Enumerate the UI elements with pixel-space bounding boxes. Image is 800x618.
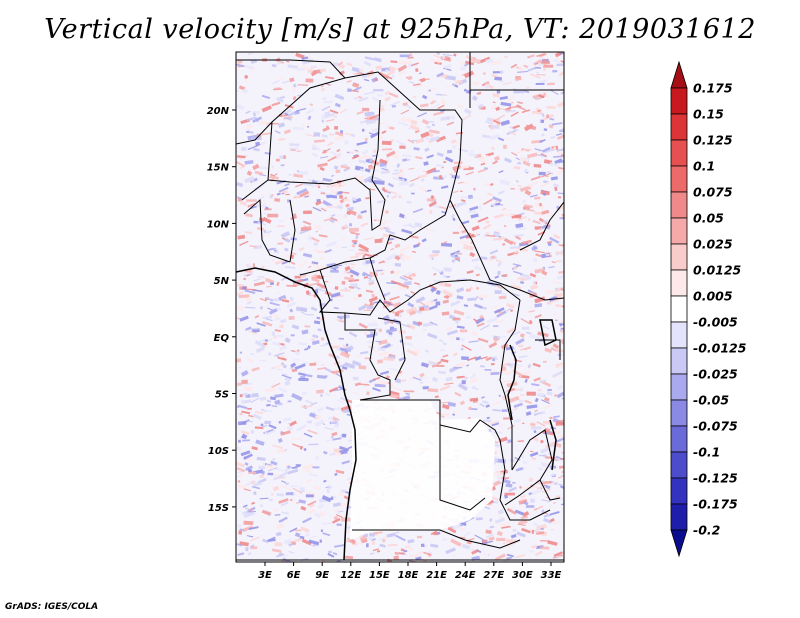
colorbar-swatch: [670, 165, 688, 193]
colorbar-label: -0.0125: [693, 341, 747, 356]
colorbar-swatch: [670, 243, 688, 271]
colorbar-swatch: [670, 347, 688, 375]
map-frame: [235, 51, 565, 563]
border-line: [449, 199, 564, 301]
lon-tick-label: 3E: [258, 570, 272, 581]
border-line: [352, 529, 521, 549]
border-line: [519, 201, 564, 251]
colorbar-label: -0.175: [693, 497, 738, 512]
colorbar-swatch: [670, 503, 688, 531]
border-line: [344, 313, 391, 401]
lat-tick-label: 20N: [207, 106, 230, 117]
chart-title: Vertical velocity [m/s] at 925hPa, VT: 2…: [44, 14, 756, 45]
colorbar-swatch: [670, 321, 688, 349]
colorbar-swatch: [670, 60, 688, 89]
lon-tick-label: 15E: [369, 570, 390, 581]
border-line: [439, 425, 486, 511]
lon-tick-label: 6E: [287, 570, 301, 581]
border-line: [499, 439, 551, 521]
border-line: [299, 199, 451, 276]
colorbar-swatch: [670, 191, 688, 219]
lat-tick-label: 15N: [207, 163, 230, 174]
lon-tick-label: 33E: [541, 570, 562, 581]
lon-tick-label: 24E: [455, 570, 476, 581]
colorbar-swatch: [670, 451, 688, 479]
colorbar-swatch: [670, 217, 688, 245]
colorbar-label: -0.025: [693, 367, 738, 382]
footer-credit: GrADS: IGES/COLA: [5, 602, 99, 612]
lat-tick-label: EQ: [214, 333, 230, 344]
lat-tick-label: 10N: [207, 219, 230, 230]
colorbar-label: -0.075: [693, 419, 738, 434]
colorbar-swatch: [670, 425, 688, 453]
longitude-axis: 3E 6E 9E 12E 15E 18E 21E 24E 27E 30E 33E: [258, 562, 562, 581]
lat-tick-label: 15S: [208, 503, 229, 514]
colorbar-swatch: [670, 373, 688, 401]
colorbar-swatch: [670, 87, 688, 115]
colorbar-label: -0.125: [693, 471, 738, 486]
lake-line: [549, 419, 557, 471]
colorbar-swatch: [670, 399, 688, 427]
lon-tick-label: 21E: [426, 570, 447, 581]
colorbar-label: 0.1: [693, 159, 715, 174]
lon-tick-label: 9E: [315, 570, 329, 581]
colorbar-label: -0.005: [693, 315, 738, 330]
border-line: [243, 198, 291, 263]
colorbar-label: 0.05: [693, 211, 724, 226]
colorbar: 0.175 0.15 0.125 0.1 0.075 0.05 0.025 0.0125 0.0…: [670, 60, 747, 558]
lon-tick-label: 12E: [340, 570, 361, 581]
colorbar-label: 0.075: [693, 185, 733, 200]
colorbar-label: -0.1: [693, 445, 720, 460]
colorbar-label: 0.15: [693, 107, 724, 122]
lon-tick-label: 18E: [398, 570, 419, 581]
low-signal-region: [350, 400, 495, 540]
border-line: [267, 99, 386, 231]
border-line: [360, 399, 501, 441]
lake-line: [507, 344, 517, 421]
lon-tick-label: 30E: [512, 570, 533, 581]
border-line: [289, 199, 296, 263]
border-line: [369, 257, 386, 301]
latitude-axis: 20N 15N 10N 5N EQ 5S 10S 15S: [207, 106, 236, 514]
coast-line: [236, 267, 357, 561]
border-line: [504, 429, 553, 506]
lat-tick-label: 5S: [215, 390, 229, 401]
border-line: [318, 269, 521, 316]
border-line: [539, 479, 561, 501]
colorbar-swatch: [670, 113, 688, 141]
colorbar-swatch: [670, 139, 688, 167]
coastline: [236, 267, 557, 561]
colorbar-label: 0.125: [693, 133, 733, 148]
colorbar-label: 0.005: [693, 289, 733, 304]
colorbar-swatch: [670, 295, 688, 323]
lon-tick-label: 27E: [483, 570, 504, 581]
colorbar-label: 0.025: [693, 237, 733, 252]
colorbar-label: -0.05: [693, 393, 729, 408]
colorbar-label: 0.175: [693, 81, 733, 96]
lake-line: [539, 319, 557, 347]
border-line: [344, 71, 463, 201]
colorbar-label: -0.2: [693, 523, 720, 538]
lat-tick-label: 5N: [214, 276, 230, 287]
colorbar-label: 0.0125: [693, 263, 742, 278]
border-line: [236, 59, 346, 145]
colorbar-swatch: [670, 269, 688, 297]
border-line: [499, 299, 521, 470]
border-line: [377, 317, 406, 381]
colorbar-swatch: [670, 529, 688, 558]
colorbar-swatch: [670, 477, 688, 505]
lat-tick-label: 10S: [208, 446, 229, 457]
